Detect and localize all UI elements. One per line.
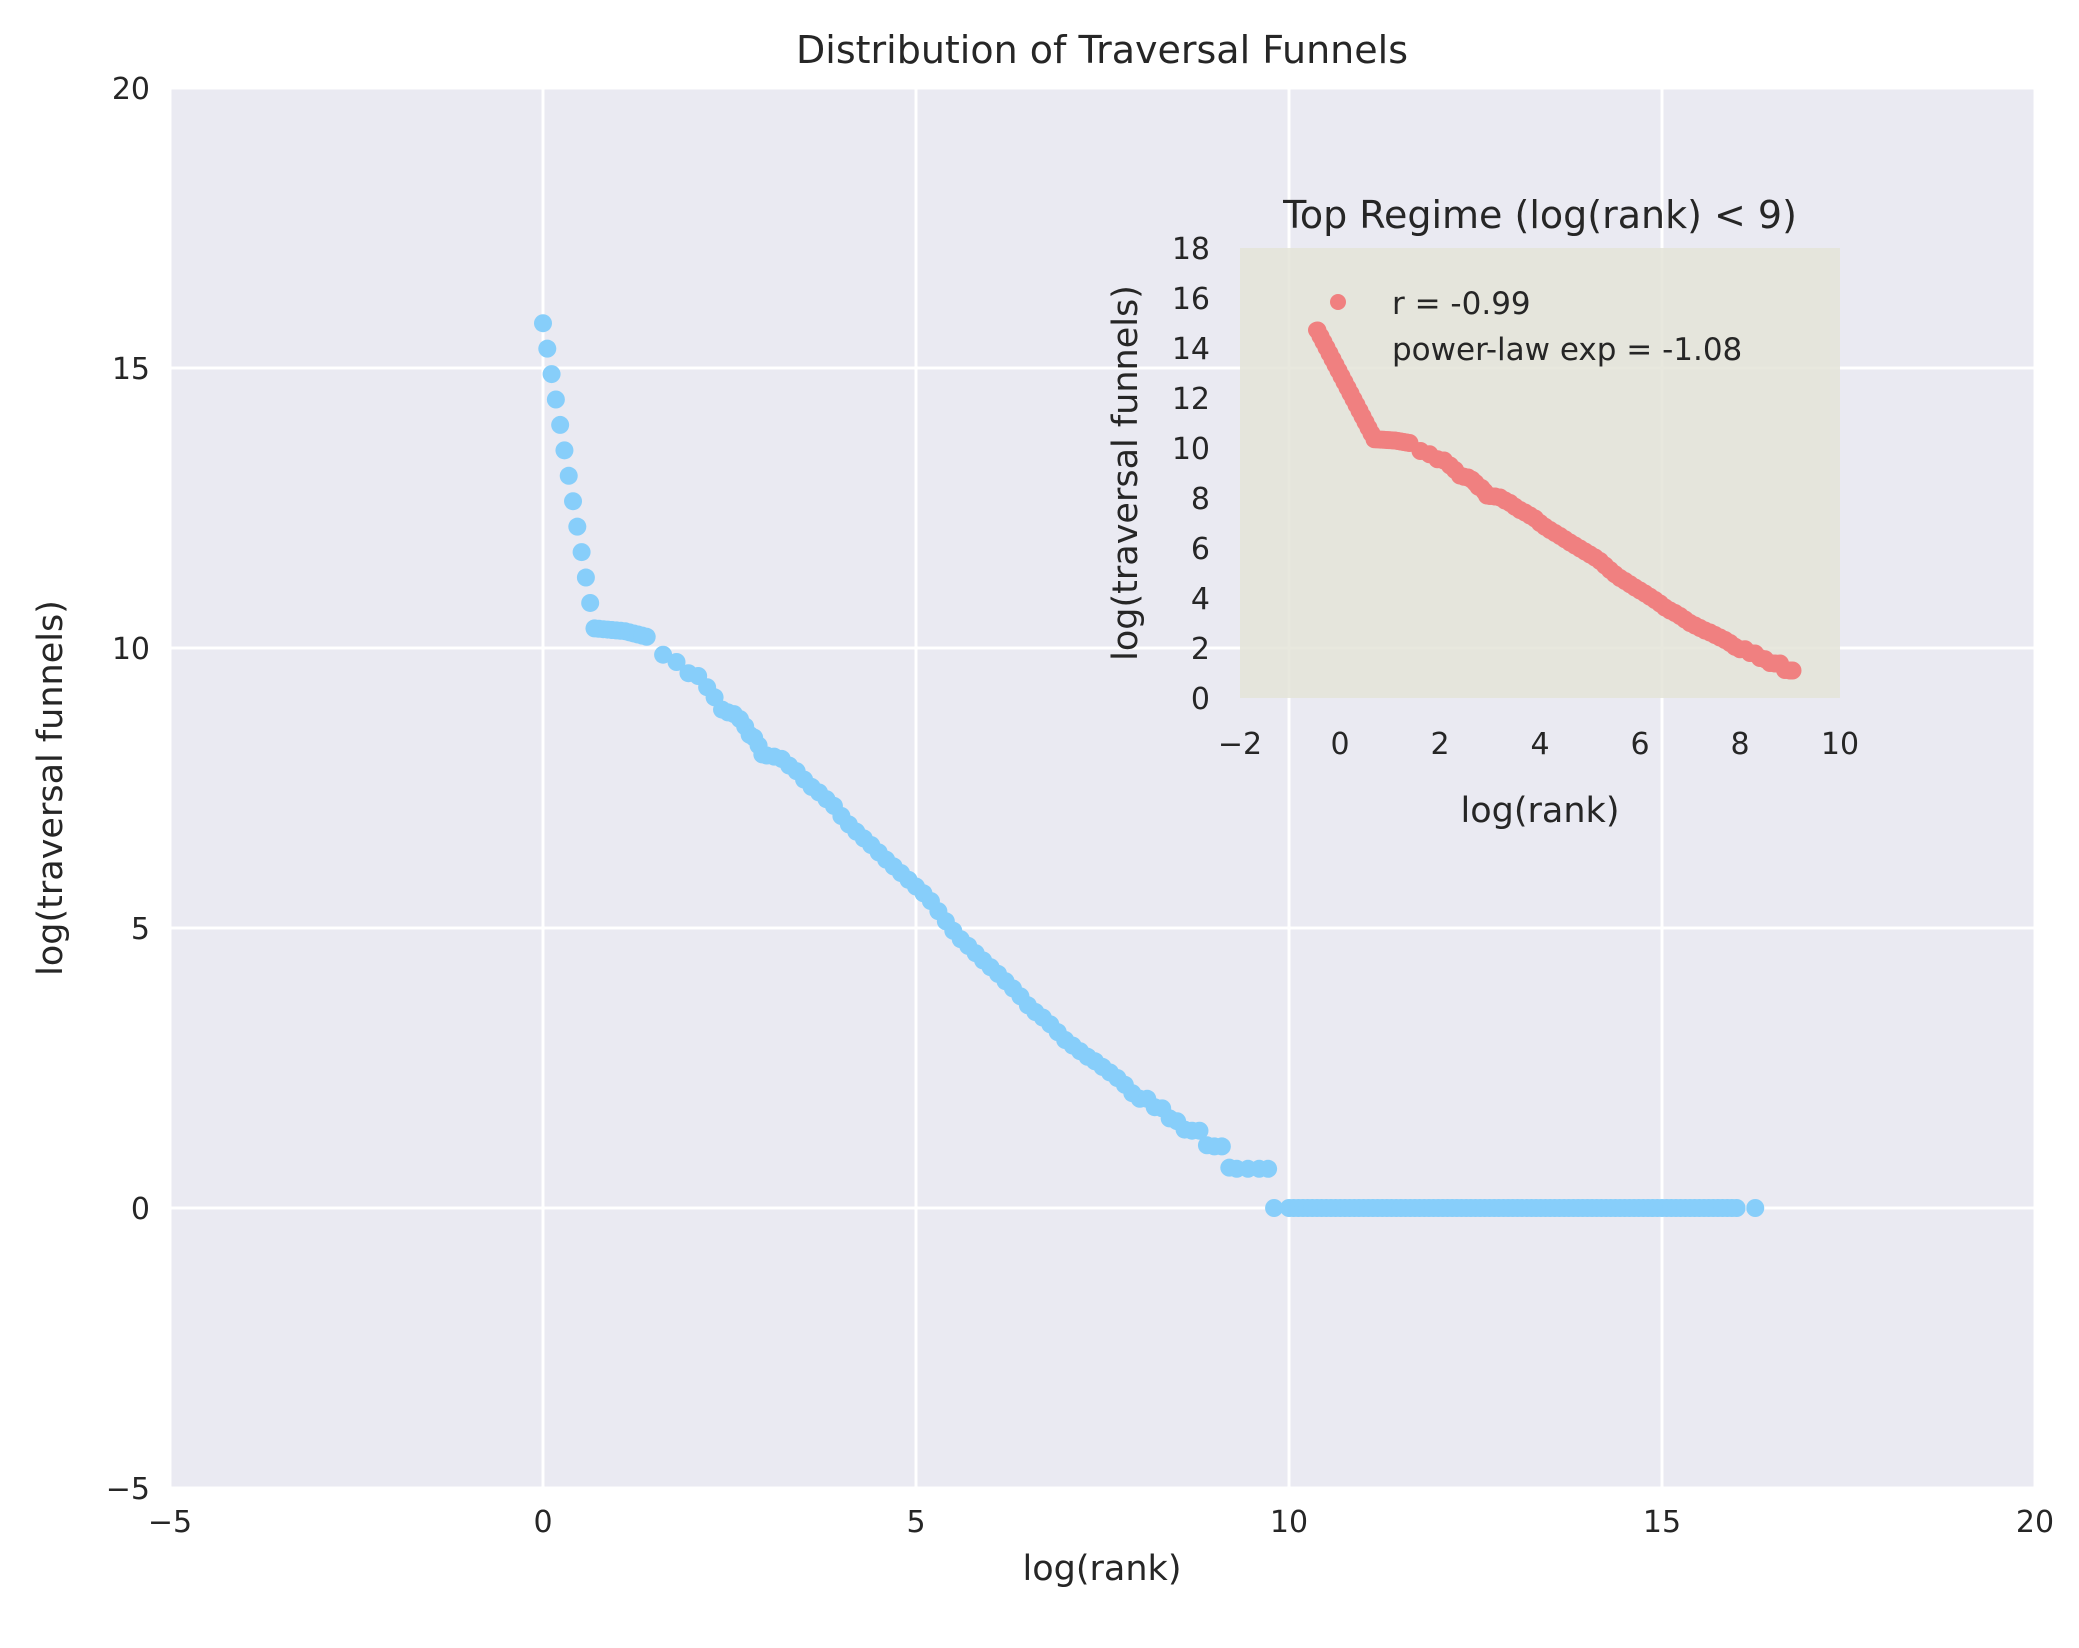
main-points bbox=[534, 314, 1765, 1217]
main-y-tick-label: 10 bbox=[112, 632, 150, 667]
inset-x-tick-label: 2 bbox=[1430, 727, 1449, 762]
inset-legend: r = -0.99 power-law exp = -1.08 bbox=[1308, 286, 1742, 368]
legend-marker-r bbox=[1330, 294, 1346, 310]
inset-y-axis-label: log(traversal funnels) bbox=[1106, 285, 1146, 661]
inset-x-tick-label: 4 bbox=[1530, 727, 1549, 762]
inset-y-tick-label: 14 bbox=[1172, 332, 1210, 367]
main-data-point bbox=[551, 415, 570, 434]
main-x-tick-label: 20 bbox=[2016, 1505, 2054, 1540]
main-data-point bbox=[534, 314, 552, 333]
inset-y-tick-label: 8 bbox=[1191, 482, 1210, 517]
main-data-point bbox=[654, 645, 673, 664]
main-data-point bbox=[581, 593, 600, 612]
main-x-tick-label: 10 bbox=[1270, 1505, 1308, 1540]
main-data-point bbox=[564, 492, 583, 511]
main-data-point bbox=[538, 339, 557, 358]
main-x-tick-labels: −5 0 5 10 15 20 bbox=[148, 1505, 2054, 1540]
inset-x-tick-label: −2 bbox=[1218, 727, 1262, 762]
inset-points bbox=[1308, 321, 1802, 680]
inset-x-tick-label: 6 bbox=[1630, 727, 1649, 762]
main-data-point bbox=[1190, 1121, 1209, 1140]
main-y-tick-label: −5 bbox=[106, 1472, 150, 1507]
inset-data-point bbox=[1783, 661, 1802, 680]
main-data-point bbox=[568, 517, 587, 536]
main-y-tick-label: 0 bbox=[131, 1192, 150, 1227]
main-data-point bbox=[572, 543, 591, 562]
inset-y-tick-label: 10 bbox=[1172, 432, 1210, 467]
inset-x-tick-label: 10 bbox=[1821, 727, 1859, 762]
main-x-tick-label: 5 bbox=[906, 1505, 925, 1540]
main-x-tick-label: 15 bbox=[1643, 1505, 1681, 1540]
legend-text-r: r = -0.99 bbox=[1392, 286, 1531, 322]
legend-marker-exp bbox=[1308, 322, 1324, 338]
inset-y-tick-labels: 0 2 4 6 8 10 12 14 16 18 bbox=[1172, 232, 1210, 717]
inset-y-tick-label: 4 bbox=[1191, 582, 1210, 617]
inset-y-tick-label: 18 bbox=[1172, 232, 1210, 267]
inset-plot-background bbox=[1240, 248, 1840, 698]
main-data-point bbox=[576, 568, 595, 587]
inset-x-tick-label: 8 bbox=[1730, 727, 1749, 762]
main-data-point bbox=[555, 441, 574, 460]
main-data-point bbox=[542, 365, 561, 384]
main-data-point bbox=[546, 390, 565, 409]
main-data-point bbox=[1265, 1199, 1284, 1217]
main-x-tick-label: −5 bbox=[148, 1505, 192, 1540]
main-chart-title: Distribution of Traversal Funnels bbox=[796, 28, 1408, 72]
main-y-tick-labels: −5 0 5 10 15 20 bbox=[106, 72, 150, 1507]
main-data-point bbox=[637, 627, 656, 646]
inset-y-tick-label: 2 bbox=[1191, 632, 1210, 667]
inset-x-tick-labels: −2 0 2 4 6 8 10 bbox=[1218, 727, 1859, 762]
inset-chart-title: Top Regime (log(rank) < 9) bbox=[1282, 193, 1797, 237]
main-data-point bbox=[559, 466, 578, 485]
inset-y-tick-label: 6 bbox=[1191, 532, 1210, 567]
main-data-point bbox=[1259, 1159, 1278, 1178]
main-data-point bbox=[1212, 1137, 1231, 1156]
main-y-tick-label: 20 bbox=[112, 72, 150, 107]
inset-y-tick-label: 16 bbox=[1172, 282, 1210, 317]
main-data-point bbox=[1746, 1199, 1765, 1217]
inset-y-tick-label: 12 bbox=[1172, 382, 1210, 417]
main-y-tick-label: 5 bbox=[131, 912, 150, 947]
main-data-point bbox=[1727, 1199, 1746, 1217]
inset-y-tick-label: 0 bbox=[1191, 682, 1210, 717]
inset-x-tick-label: 0 bbox=[1330, 727, 1349, 762]
main-x-tick-label: 0 bbox=[533, 1505, 552, 1540]
legend-text-exp: power-law exp = -1.08 bbox=[1392, 332, 1742, 368]
main-data-point bbox=[667, 653, 686, 671]
main-y-axis-label: log(traversal funnels) bbox=[31, 600, 71, 976]
main-x-axis-label: log(rank) bbox=[1023, 1549, 1182, 1589]
inset-x-axis-label: log(rank) bbox=[1461, 791, 1620, 831]
main-y-tick-label: 15 bbox=[112, 352, 150, 387]
